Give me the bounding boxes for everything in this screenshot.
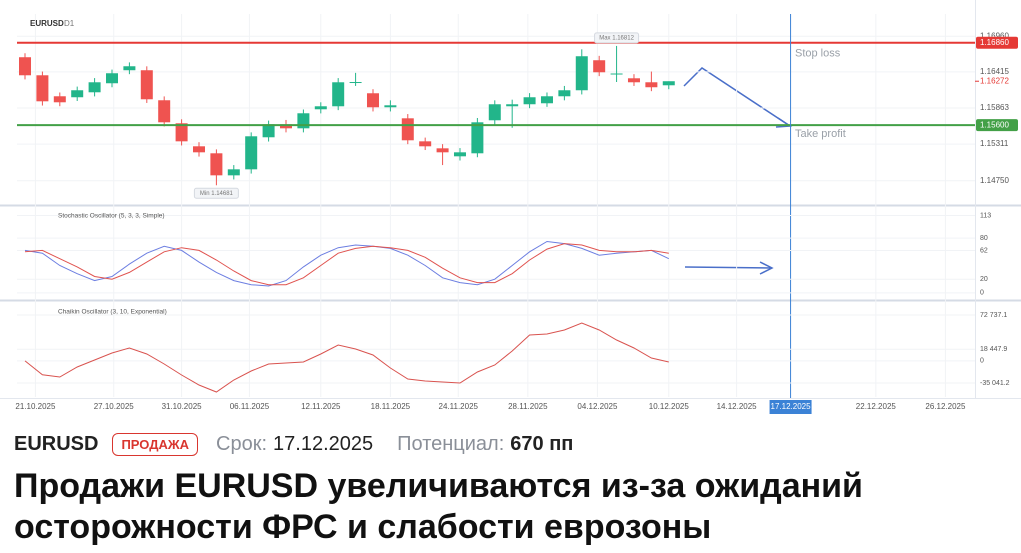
level-name: Stop loss bbox=[795, 48, 841, 60]
candle-body bbox=[279, 124, 292, 129]
candle-body bbox=[105, 73, 118, 84]
y-tick-label: 20 bbox=[980, 276, 988, 283]
candle-body bbox=[192, 146, 205, 153]
annotation: Max 1.16812 bbox=[599, 35, 634, 41]
candle-body bbox=[488, 104, 501, 121]
x-tick-label: 12.11.2025 bbox=[301, 402, 341, 411]
y-tick-label: 1.16415 bbox=[980, 67, 1009, 76]
price-tag bbox=[976, 36, 1018, 49]
candle-body bbox=[210, 153, 223, 176]
candle-body bbox=[471, 122, 484, 154]
candle-body bbox=[453, 152, 466, 157]
last-price-label: 1.16272 bbox=[980, 76, 1009, 85]
candle-body bbox=[593, 60, 606, 73]
potential: 670 пп bbox=[510, 432, 574, 455]
level-name: Take profit bbox=[795, 128, 846, 140]
highlight-box bbox=[769, 400, 812, 414]
chart: 21.10.2025 27.10.2025 31.10.2025 06.11.2025… bbox=[0, 0, 1021, 418]
x-tick-label: 26.12.2025 bbox=[925, 402, 966, 411]
y-tick-label: 1.15311 bbox=[980, 139, 1009, 148]
price-tag bbox=[976, 119, 1018, 132]
panel-title: Chaikin Oscillator (3, 10, Exponential) bbox=[58, 309, 167, 316]
annotation: Min 1.14681 bbox=[200, 191, 234, 197]
price-tag-label: 1.15600 bbox=[980, 120, 1009, 129]
y-tick-label: 0 bbox=[980, 290, 984, 297]
badge: ПРОДАЖА bbox=[112, 432, 199, 456]
x-tick-label: 22.12.2025 bbox=[856, 402, 897, 411]
x-tick-label: 27.10.2025 bbox=[94, 402, 135, 411]
candle-body bbox=[366, 93, 379, 108]
candle-body bbox=[53, 96, 66, 103]
candle-body bbox=[384, 105, 397, 108]
candle-body bbox=[140, 70, 153, 100]
candle-body bbox=[558, 90, 571, 97]
annotation-box bbox=[193, 187, 239, 199]
y-tick-label: 1.14750 bbox=[980, 176, 1009, 185]
chart-background bbox=[0, 0, 1021, 418]
candle-body bbox=[610, 73, 623, 75]
arrow-head bbox=[759, 261, 774, 275]
candle-body bbox=[36, 75, 49, 102]
candle-body bbox=[88, 82, 101, 93]
y-tick-label: 18 447.9 bbox=[980, 346, 1007, 353]
candle-body bbox=[506, 104, 519, 107]
x-tick-label: 06.11.2025 bbox=[230, 402, 270, 411]
y-tick-label: -35 041.2 bbox=[980, 380, 1010, 387]
chart-title: EURUSD bbox=[30, 19, 64, 28]
potential-label: Потенциал: bbox=[397, 432, 505, 455]
x-tick-label: 04.12.2025 bbox=[577, 402, 618, 411]
y-tick-label: 80 bbox=[980, 235, 988, 242]
candle-body bbox=[245, 136, 258, 170]
candle-body bbox=[158, 100, 171, 123]
series-line bbox=[24, 322, 669, 393]
candle-body bbox=[71, 90, 84, 98]
headline: Продажи EURUSD увеличиваются из-за ожида… bbox=[14, 467, 863, 546]
annotation-box bbox=[594, 32, 640, 44]
candle-body bbox=[332, 82, 345, 107]
candle-body bbox=[175, 123, 188, 142]
series-line bbox=[24, 240, 670, 287]
term-label: Срок: bbox=[216, 432, 268, 455]
y-tick-label: 1.15863 bbox=[980, 103, 1009, 112]
candle-body bbox=[227, 169, 240, 176]
candle-body bbox=[627, 78, 640, 83]
series-line bbox=[24, 243, 669, 286]
candle-body bbox=[523, 97, 536, 105]
y-tick-label: 0 bbox=[980, 358, 984, 365]
panel-title: Stochastic Oscillator (5, 3, 3, Simple) bbox=[58, 213, 165, 220]
candle-body bbox=[436, 148, 449, 153]
y-tick-label: 62 bbox=[980, 247, 988, 254]
candle-body bbox=[645, 82, 658, 88]
x-tick-label: 24.11.2025 bbox=[439, 402, 479, 411]
candle-body bbox=[349, 82, 362, 84]
candle-body bbox=[314, 106, 327, 110]
term: 17.12.2025 bbox=[273, 432, 374, 455]
candle-body bbox=[540, 96, 553, 104]
x-tick-label: 31.10.2025 bbox=[162, 402, 203, 411]
symbol: EURUSD bbox=[14, 432, 99, 455]
y-tick-label: 72 737.1 bbox=[980, 312, 1007, 319]
candle-body bbox=[662, 81, 675, 86]
candle-body bbox=[123, 66, 136, 71]
candle-body bbox=[419, 141, 432, 147]
y-tick-label: 113 bbox=[980, 212, 991, 219]
x-tick-label: 28.11.2025 bbox=[508, 402, 548, 411]
candle-body bbox=[575, 56, 588, 91]
chart-subtitle: D1 bbox=[64, 19, 75, 28]
price-tag-label: 1.16860 bbox=[980, 38, 1009, 47]
y-tick-label: 1.16960 bbox=[980, 31, 1009, 40]
x-tick-label: 14.12.2025 bbox=[717, 402, 758, 411]
candle-body bbox=[401, 118, 414, 141]
header: EURUSD ПРОДАЖА Срок: 17.12.2025 Потенциа… bbox=[14, 430, 573, 458]
candle-body bbox=[19, 57, 32, 76]
candle-body bbox=[262, 124, 275, 138]
arrow-path bbox=[684, 266, 773, 269]
x-tick-label: 10.12.2025 bbox=[649, 402, 690, 411]
x-tick-label: 21.10.2025 bbox=[15, 402, 56, 411]
arrow-path bbox=[683, 67, 791, 127]
highlight-label: 17.12.2025 bbox=[771, 402, 812, 411]
x-tick-label: 18.11.2025 bbox=[371, 402, 411, 411]
